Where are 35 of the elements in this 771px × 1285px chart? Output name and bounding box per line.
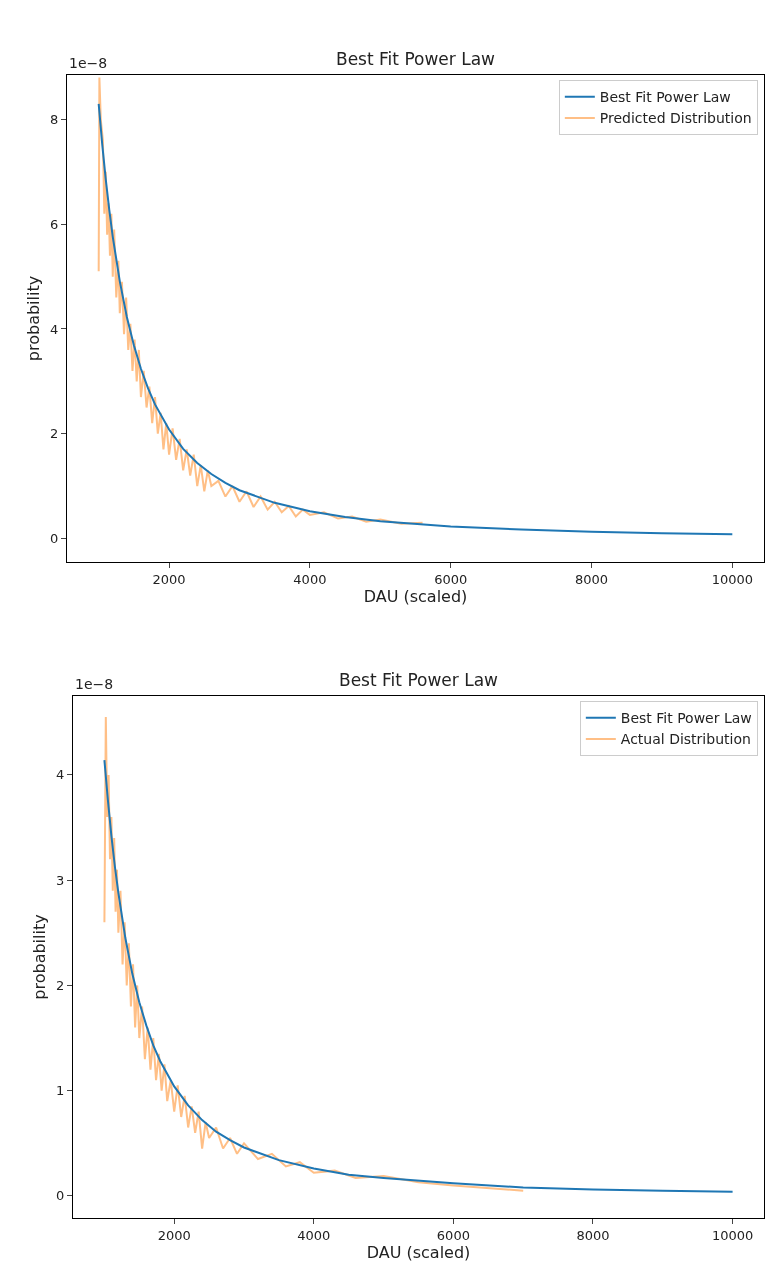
y-tick-label: 1 [56,1083,65,1099]
y-tick-label: 6 [50,216,59,232]
y-axis-title: probability [30,914,50,1000]
y-tick-label: 4 [50,321,59,337]
text: 1e−8 [69,55,108,71]
x-axis-title: DAU (scaled) [366,1242,471,1262]
line-series [97,76,424,525]
x-tick-label: 10000 [711,1227,754,1243]
x-tick-label: 2000 [152,571,186,587]
y-tick-label: 2 [56,977,65,993]
y-tick-label: 0 [56,1188,65,1204]
x-tick-label: 10000 [711,571,753,587]
legend-label: Best Fit Power Law [620,710,752,727]
x-tick-label: 6000 [434,571,468,587]
chart-title: Best Fit Power Law [336,49,496,69]
x-tick-label: 6000 [436,1227,470,1243]
line-series [103,759,734,1193]
legend-label: Actual Distribution [620,731,751,748]
x-axis-title: DAU (scaled) [363,586,468,606]
y-tick-label: 3 [56,872,65,888]
y-tick-label: 2 [50,426,59,442]
x-tick-label: 2000 [157,1227,191,1243]
legend-label: Predicted Distribution [599,110,752,127]
chart-title: Best Fit Power Law [339,670,499,690]
x-tick-label: 8000 [576,1227,610,1243]
text: 1e−8 [75,676,114,692]
y-tick-label: 4 [56,767,65,783]
x-tick-label: 8000 [574,571,609,587]
y-tick-label: 0 [50,530,59,546]
y-tick-label: 8 [50,112,59,128]
x-tick-label: 4000 [293,571,327,587]
y-axis-title: probability [24,275,44,362]
line-series [103,716,525,1192]
legend-label: Best Fit Power Law [599,89,731,106]
x-tick-label: 4000 [297,1227,331,1243]
